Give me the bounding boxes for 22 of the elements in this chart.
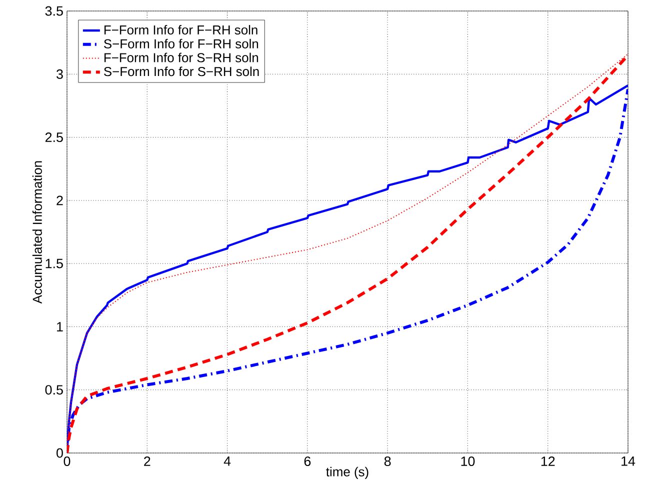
legend-label: S−Form Info for S−RH soln xyxy=(104,66,259,76)
legend-label: S−Form Info for F−RH soln xyxy=(104,38,258,48)
x-tick-label: 0 xyxy=(64,456,70,466)
x-tick-label: 14 xyxy=(622,456,636,466)
x-tick-label: 10 xyxy=(461,456,475,466)
y-tick-label: 3 xyxy=(56,69,63,79)
y-tick-label: 1 xyxy=(57,322,63,332)
y-tick-label: 3.5 xyxy=(45,6,63,16)
y-axis-title: Accumulated Information xyxy=(32,161,42,304)
x-tick-label: 8 xyxy=(384,456,391,466)
legend-label: F−Form Info for F−RH soln xyxy=(104,25,258,35)
y-tick-label: 2 xyxy=(56,196,63,206)
legend-label: F−Form Info for S−RH soln xyxy=(104,52,258,62)
y-tick-label: 1.5 xyxy=(46,258,63,268)
y-tick-label: 0 xyxy=(56,448,63,458)
x-tick-label: 4 xyxy=(224,456,231,466)
y-tick-label: 2.5 xyxy=(45,132,63,142)
x-axis-title: time (s) xyxy=(326,466,368,479)
x-tick-label: 6 xyxy=(304,456,311,466)
x-tick-label: 2 xyxy=(144,456,150,466)
x-tick-label: 12 xyxy=(541,456,555,466)
y-tick-label: 0.5 xyxy=(45,385,63,395)
